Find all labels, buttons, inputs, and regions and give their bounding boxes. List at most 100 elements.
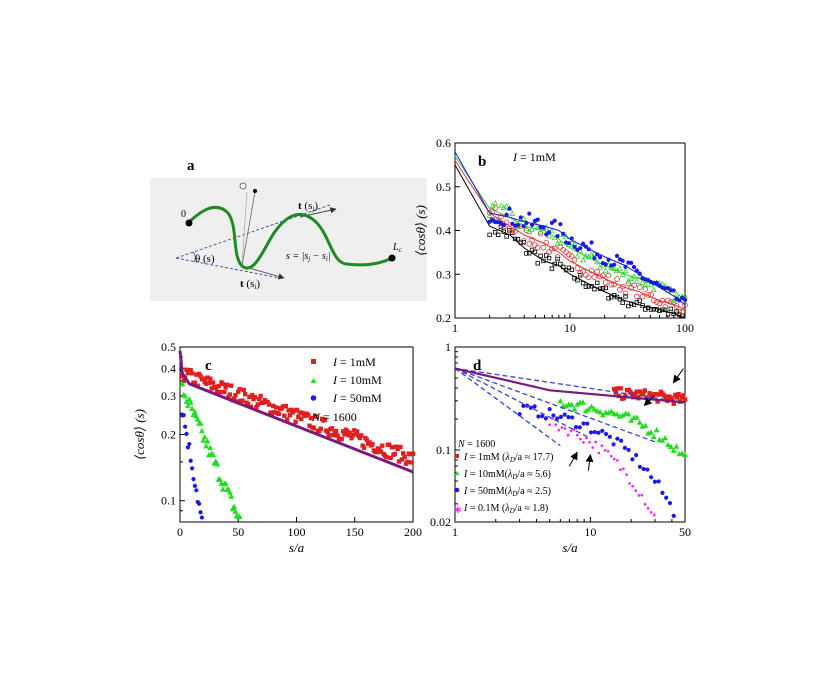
- x-tick-label: 200: [404, 525, 422, 539]
- panel-c: 0 50 100 150 200 0.1 0.2 0.3 0.4 0.5 s/a ⟨cosθ⟩ (s)…: [132, 340, 422, 555]
- data-point-0: [252, 394, 258, 400]
- annotation-arrow: [672, 368, 684, 384]
- data-point-3: [628, 482, 632, 485]
- data-point-2: [197, 501, 202, 506]
- data-point-0: [370, 442, 375, 447]
- data-point-0: [354, 429, 360, 434]
- legend-entry-1mM: I = 1mM: [332, 355, 376, 369]
- x-tick-label: 100: [288, 525, 306, 539]
- y-tick-label: 0.2: [161, 428, 176, 442]
- data-point-1: [222, 480, 229, 486]
- data-point-1: [682, 451, 688, 458]
- normal-line: [241, 191, 256, 267]
- data-point-0: [401, 451, 406, 456]
- data-point: [631, 264, 637, 270]
- data-point: [600, 286, 606, 291]
- data-point-2: [622, 445, 627, 450]
- data-point: [563, 267, 569, 273]
- data-point: [608, 264, 615, 271]
- data-point-2: [555, 416, 560, 421]
- theta-label: θ (s): [195, 253, 215, 265]
- data-point-0: [217, 389, 223, 395]
- data-point-0: [359, 433, 364, 438]
- data-point-1: [182, 392, 189, 399]
- data-point: [509, 210, 516, 216]
- tangent-line-i: [175, 257, 281, 279]
- data-point-1: [200, 437, 207, 443]
- data-point-2: [581, 421, 586, 426]
- data-point: [563, 233, 570, 239]
- data-point: [625, 280, 632, 287]
- data-point: [492, 199, 499, 206]
- dashed-fit-3: [454, 367, 561, 447]
- data-point: [619, 283, 626, 290]
- data-point-0: [361, 445, 367, 450]
- series-line-3: [454, 151, 686, 306]
- data-point-0: [224, 382, 230, 388]
- panel-a-background: [150, 178, 427, 301]
- data-point-0: [283, 403, 288, 409]
- data-point-1: [226, 489, 233, 495]
- data-point-1: [214, 461, 221, 467]
- legend-marker-d-50mM: [454, 487, 460, 493]
- data-point: [603, 262, 608, 267]
- data-point-3: [557, 428, 561, 432]
- data-point: [541, 225, 546, 230]
- data-point: [680, 295, 685, 300]
- legend-entry-10mM: I = 10mM: [332, 373, 382, 387]
- data-point: [518, 215, 523, 220]
- data-point-2: [558, 414, 564, 419]
- data-point-1: [189, 405, 196, 412]
- data-point-3: [637, 494, 641, 497]
- data-point-0: [410, 451, 416, 456]
- data-point: [595, 252, 600, 257]
- legend-marker-1mM: [311, 359, 316, 364]
- data-point: [659, 297, 666, 304]
- legend-entry-50mM: I = 50mM: [332, 391, 382, 405]
- legend-marker-10mM: [310, 378, 317, 383]
- data-point-0: [387, 442, 392, 447]
- data-point: [589, 240, 594, 245]
- data-point-0: [227, 392, 233, 397]
- data-point: [569, 236, 574, 241]
- data-point: [648, 292, 654, 298]
- data-point-3: [554, 423, 558, 427]
- data-point: [585, 274, 592, 281]
- data-point-0: [322, 417, 328, 422]
- data-point: [509, 227, 516, 234]
- data-point: [682, 297, 688, 303]
- panel-b-ticks: 1 10 100 0.2 0.3 0.4 0.5 0.6 ⟨cosθ⟩ (s): [413, 136, 694, 335]
- data-point-2: [185, 445, 191, 450]
- data-point: [578, 246, 583, 251]
- data-point-1: [591, 406, 598, 412]
- y-tick-label: 0.1: [436, 443, 451, 457]
- data-point-0: [384, 454, 389, 460]
- data-point-0: [255, 402, 261, 407]
- data-point: [592, 286, 597, 292]
- data-point-1: [231, 503, 238, 510]
- data-point-3: [625, 473, 628, 477]
- data-point-0: [240, 398, 245, 403]
- panel-b-frame: [454, 142, 686, 319]
- data-point-2: [588, 430, 594, 435]
- data-point-0: [298, 416, 304, 422]
- data-point: [561, 264, 566, 270]
- data-point-2: [184, 431, 189, 436]
- y-axis-label: ⟨cosθ⟩ (s): [413, 205, 428, 256]
- panel-a: a 0 Lc θ (s) t (sj) t (si) s = |sj − si|: [150, 158, 427, 301]
- data-point-1: [597, 408, 603, 415]
- data-point-0: [305, 412, 311, 418]
- data-point: [571, 256, 578, 263]
- data-point: [549, 266, 555, 271]
- data-point: [524, 251, 529, 256]
- origin-point: [185, 219, 193, 227]
- data-point: [572, 244, 577, 250]
- data-point-2: [656, 479, 661, 484]
- data-point: [543, 239, 550, 246]
- data-point-3: [643, 502, 647, 506]
- data-point: [527, 211, 532, 216]
- data-point: [549, 246, 555, 252]
- data-point: [486, 210, 493, 216]
- data-point-2: [191, 477, 196, 482]
